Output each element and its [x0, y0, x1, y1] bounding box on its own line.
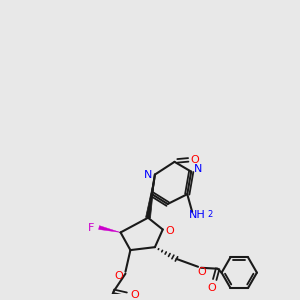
Polygon shape	[99, 226, 121, 232]
Text: NH: NH	[189, 210, 206, 220]
Text: 2: 2	[207, 210, 212, 219]
Text: N: N	[144, 169, 152, 180]
Text: N: N	[194, 164, 202, 174]
Text: O: O	[165, 226, 174, 236]
Polygon shape	[146, 175, 155, 218]
Text: O: O	[207, 283, 216, 293]
Text: O: O	[198, 267, 206, 277]
Text: F: F	[88, 223, 94, 232]
Text: O: O	[114, 271, 123, 281]
Text: O: O	[191, 155, 200, 165]
Text: O: O	[130, 290, 139, 300]
